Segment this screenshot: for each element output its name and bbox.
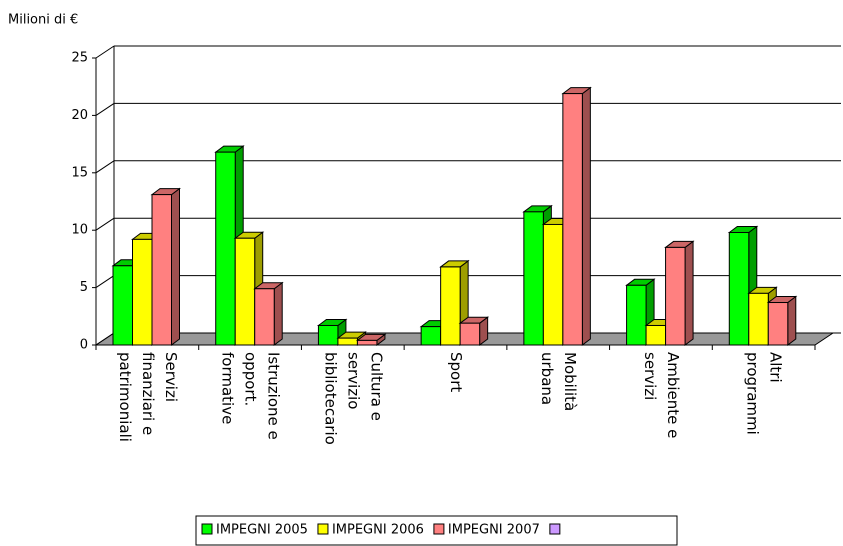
- legend-label: IMPEGNI 2006: [332, 523, 424, 538]
- x-tick-label: formative: [219, 352, 237, 424]
- y-tick-label: 10: [71, 223, 88, 238]
- bar: [337, 337, 358, 346]
- y-tick-label: 25: [71, 51, 88, 66]
- bar: [562, 93, 583, 346]
- bar-side: [787, 295, 797, 346]
- bar: [645, 324, 667, 346]
- legend-swatch: [549, 523, 561, 535]
- legend-swatch: [317, 523, 329, 535]
- bar: [132, 238, 153, 346]
- y-tick-label: 0: [80, 338, 88, 353]
- grid-connector: [95, 45, 115, 59]
- x-tick-label: patrimoniali: [116, 352, 134, 442]
- bar: [523, 211, 544, 346]
- x-tick-label: Servizi: [162, 352, 180, 402]
- bar: [459, 322, 481, 346]
- bar: [420, 326, 442, 346]
- y-axis-label: Milioni di €: [8, 13, 78, 28]
- x-tick-label: Ambiente e: [664, 352, 682, 438]
- bar: [254, 288, 275, 346]
- grid-connector: [95, 275, 115, 289]
- bar: [112, 265, 133, 346]
- bar-side: [273, 281, 283, 346]
- x-tick-label: finanziari e: [139, 352, 157, 435]
- x-tick-label: Istruzione e: [265, 352, 283, 440]
- x-tick-label: opport.: [242, 352, 260, 406]
- x-tick-label: Mobilità: [561, 352, 579, 411]
- grid-connector: [95, 160, 115, 174]
- legend-swatch: [201, 523, 213, 535]
- x-tick-label: Sport: [447, 352, 465, 392]
- legend-swatch: [433, 523, 445, 535]
- x-tick-label: urbana: [538, 352, 556, 405]
- x-tick-label: programmi: [744, 352, 762, 435]
- legend-label: IMPEGNI 2005: [216, 523, 308, 538]
- bar-side: [171, 187, 180, 346]
- x-tick-label: bibliotecario: [321, 352, 339, 445]
- grid-connector: [95, 332, 115, 346]
- bar-side: [684, 240, 694, 346]
- grid-connector: [95, 102, 115, 116]
- bar: [665, 246, 686, 346]
- bar: [356, 339, 378, 346]
- legend-label: IMPEGNI 2007: [448, 523, 540, 538]
- bar: [542, 223, 564, 346]
- grid-connector: [95, 217, 115, 231]
- y-tick-label: 15: [71, 165, 88, 180]
- bar-side: [581, 86, 591, 346]
- bar: [626, 284, 647, 346]
- bar: [317, 324, 339, 346]
- bar: [234, 237, 256, 346]
- y-tick-label: 5: [80, 280, 88, 295]
- x-tick-label: Altri: [767, 352, 785, 383]
- x-tick-label: servizi: [641, 352, 659, 400]
- y-tick-label: 20: [71, 108, 88, 123]
- bar: [728, 231, 750, 346]
- bar: [215, 151, 236, 346]
- x-tick-label: Cultura e: [367, 352, 385, 421]
- bar: [151, 194, 172, 346]
- x-tick-label: servizio: [344, 352, 362, 409]
- bar: [767, 302, 789, 346]
- bar: [748, 292, 769, 346]
- bar: [440, 266, 461, 346]
